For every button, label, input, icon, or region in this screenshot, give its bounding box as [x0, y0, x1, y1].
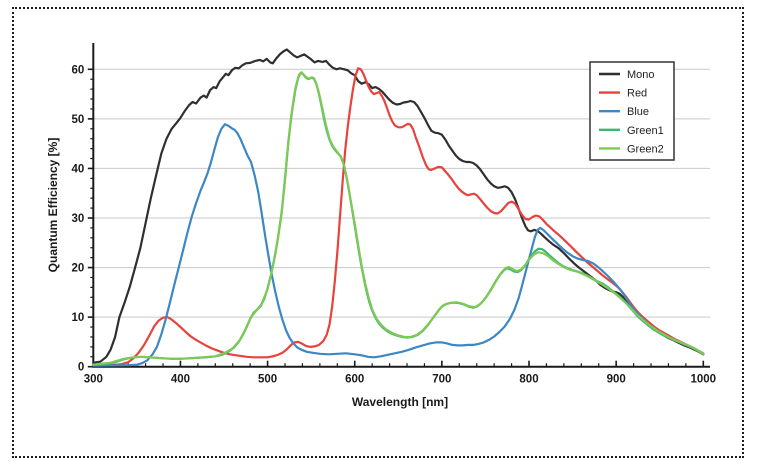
legend: Mono Red Blue Green1 Green2	[589, 61, 675, 161]
series-group	[92, 48, 705, 367]
series-blue	[92, 123, 705, 367]
x-tick-label: 700	[432, 374, 451, 386]
x-axis-title: Wavelength [nm]	[352, 395, 448, 409]
legend-label-mono: Mono	[627, 69, 655, 81]
x-tick-label: 300	[84, 374, 103, 386]
legend-label-red: Red	[627, 88, 647, 100]
x-tick-label: 400	[171, 374, 190, 386]
series-green2	[92, 71, 705, 366]
y-tick-label: 10	[72, 312, 85, 324]
series-red	[92, 67, 705, 367]
x-tick-label: 800	[519, 374, 538, 386]
y-tick-label: 20	[72, 263, 85, 275]
y-tick-label: 50	[72, 114, 85, 126]
x-tick-label: 500	[258, 374, 277, 386]
legend-label-green2: Green2	[627, 143, 664, 155]
y-tick-label: 60	[72, 64, 85, 76]
legend-label-blue: Blue	[627, 106, 649, 118]
y-tick-label: 30	[72, 213, 85, 225]
x-tick-label: 1000	[691, 374, 717, 386]
y-axis-title: Quantum Efficiency [%]	[46, 138, 60, 273]
x-tick-label: 900	[607, 374, 626, 386]
y-tick-label: 0	[78, 362, 84, 374]
chart-generated: 300 400 500 600 700 800 900 1000 0 10 20 30 40 50 60 Mo…	[72, 43, 717, 386]
series-mono	[92, 48, 705, 364]
tick-labels: 300 400 500 600 700 800 900 1000 0 10 20 30 40 50 60	[72, 64, 717, 385]
y-tick-label: 40	[72, 163, 85, 175]
x-tick-label: 600	[345, 374, 364, 386]
legend-label-green1: Green1	[627, 125, 664, 137]
